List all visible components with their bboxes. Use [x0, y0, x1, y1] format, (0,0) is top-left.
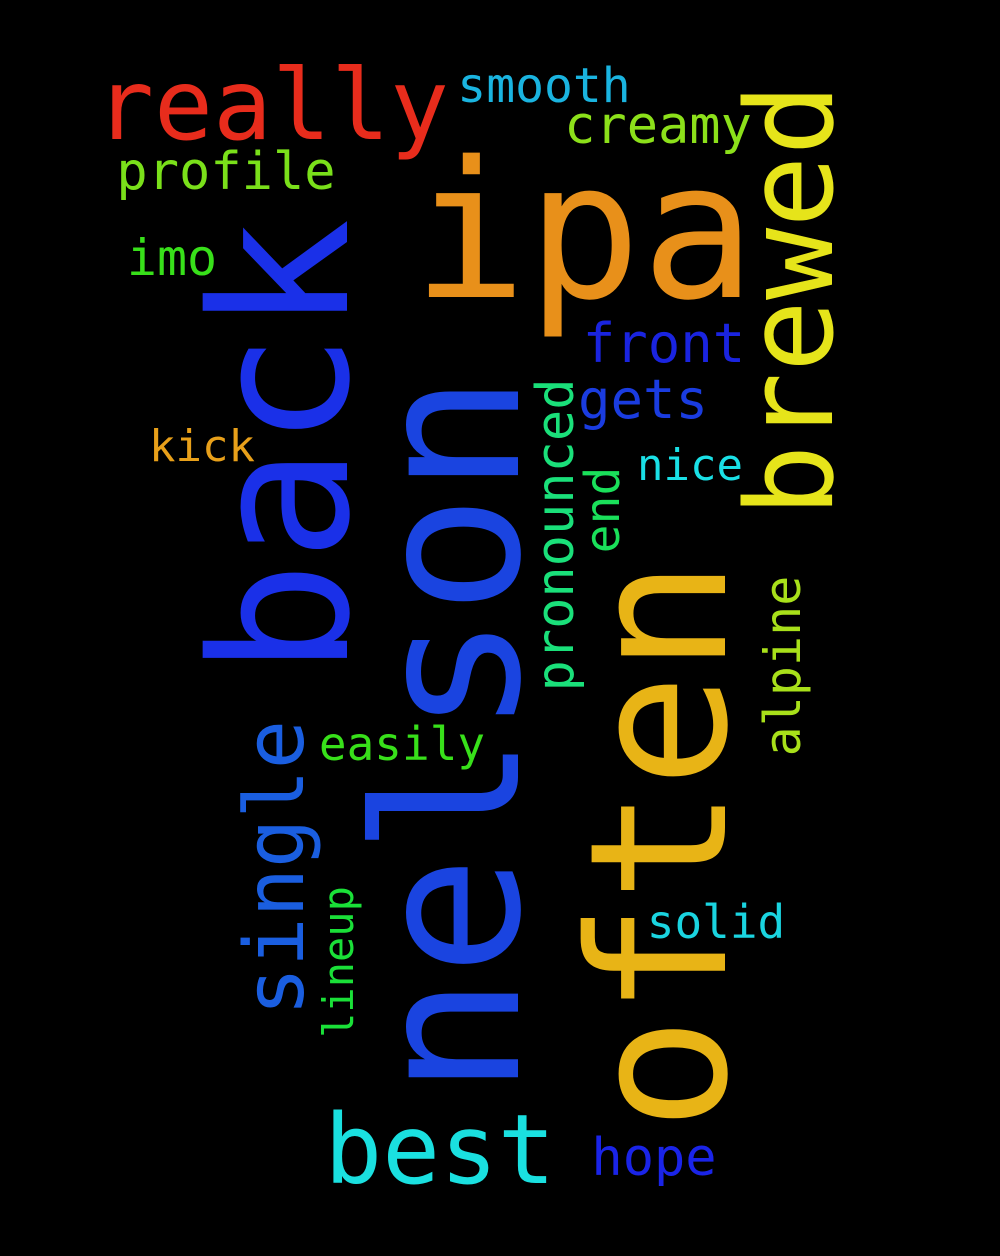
word-often: often	[549, 559, 770, 1131]
word-single: single	[228, 719, 323, 1017]
word-front: front	[582, 312, 746, 375]
word-profile: profile	[116, 142, 336, 202]
word-lineup: lineup	[314, 886, 363, 1038]
word-creamy: creamy	[564, 96, 752, 156]
word-alpine: alpine	[754, 575, 812, 757]
word-hope: hope	[591, 1128, 717, 1188]
word-kick: kick	[149, 421, 255, 472]
word-imo: imo	[126, 229, 218, 287]
word-best: best	[324, 1094, 556, 1206]
word-end: end	[575, 466, 631, 554]
word-solid: solid	[646, 895, 786, 949]
word-gets: gets	[577, 368, 709, 431]
word-ipa: ipa	[412, 121, 756, 342]
word-really: really	[94, 49, 450, 163]
word-easily: easily	[318, 717, 486, 771]
word-smooth: smooth	[457, 58, 631, 114]
word-nice: nice	[637, 440, 743, 491]
